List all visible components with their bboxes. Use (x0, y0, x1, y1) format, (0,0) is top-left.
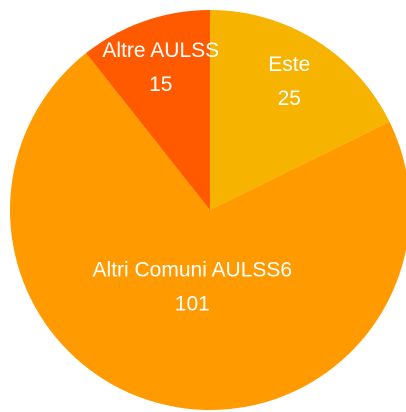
pie-slice (86, 10, 210, 210)
pie-slice (10, 53, 406, 410)
slice-value: 25 (278, 87, 301, 110)
slice-value: 101 (175, 293, 210, 316)
slice-label: Este (268, 53, 310, 76)
slice-value: 15 (149, 73, 172, 96)
slice-label: Altre AULSS (102, 39, 219, 62)
pie-slice (210, 10, 390, 210)
slice-label: Altri Comuni AULSS6 (93, 259, 293, 282)
